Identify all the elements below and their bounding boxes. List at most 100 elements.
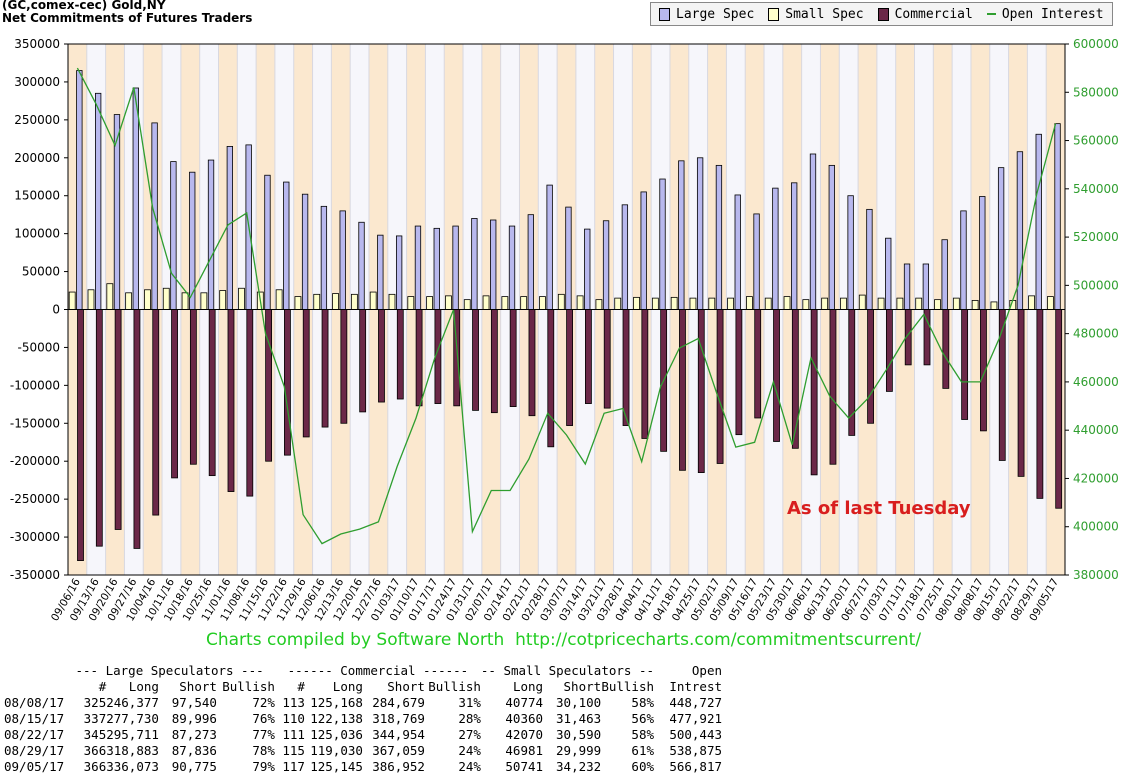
table-cell: Long — [512, 679, 544, 694]
left-axis-tick-label: 350000 — [14, 37, 60, 51]
large-spec-bar — [414, 225, 422, 310]
large-spec-bar — [546, 184, 553, 310]
table-cell: 87,273 — [171, 727, 217, 742]
commercial-bar — [208, 309, 216, 477]
table-cell: 31,463 — [556, 711, 602, 726]
large-spec-bar — [960, 210, 967, 310]
chart-title-line2: Net Commitments of Futures Traders — [2, 11, 253, 25]
small-spec-bar — [162, 287, 170, 310]
small-spec-bar — [971, 299, 979, 310]
cot-table: --- Large Speculators --- ------ Commerci… — [4, 663, 722, 775]
table-row: 08/15/17 337 277,730 89,996 76% 110 122,138 318… — [4, 711, 722, 727]
legend-swatch-small-spec — [768, 7, 780, 21]
small-spec-bar — [294, 296, 302, 310]
table-cell: Bullish — [601, 679, 654, 694]
table-cell: 122,138 — [310, 711, 363, 726]
table-group-header-cell: ------ Commercial ------ — [287, 663, 469, 678]
table-cell: 24% — [458, 743, 481, 758]
table-group-header: --- Large Speculators --- ------ Commerci… — [4, 663, 722, 679]
table-cell — [4, 679, 64, 695]
commercial-bar — [77, 309, 84, 561]
left-axis-tick-label: 300000 — [14, 75, 60, 89]
right-axis-tick-label: 560000 — [1073, 134, 1119, 148]
small-spec-bar — [821, 297, 829, 310]
large-spec-bar — [1035, 133, 1042, 310]
bar-series — [68, 70, 1063, 561]
large-spec-bar — [339, 210, 346, 310]
credit-line: Charts compiled by Software North http:/… — [206, 630, 922, 650]
cot-chart: -350000 -300000 -250000 -200000 -150000 -1000… — [10, 37, 1119, 623]
table-cell: 58% — [631, 695, 654, 710]
table-cell: 344,954 — [372, 727, 425, 742]
large-spec-bar — [885, 237, 892, 310]
commercial-bar — [302, 309, 310, 438]
table-cell: 113 — [282, 695, 305, 710]
small-spec-bar — [313, 293, 321, 310]
left-axis-tick-label: -50000 — [17, 340, 60, 354]
table-cell: 46981 — [505, 743, 544, 758]
small-spec-bar — [350, 293, 358, 310]
large-spec-bar — [320, 205, 328, 310]
table-cell: 500,443 — [669, 727, 722, 742]
small-spec-bar — [1028, 295, 1035, 310]
table-cell: 78% — [252, 743, 275, 758]
commercial-bar — [509, 309, 517, 407]
small-spec-bar — [238, 287, 245, 310]
right-axis-tick-label: 460000 — [1073, 375, 1119, 389]
commercial-bar — [114, 309, 122, 530]
large-spec-bar — [809, 153, 817, 310]
commercial-bar — [189, 309, 197, 465]
table-cell: 89,996 — [171, 711, 217, 726]
left-axis-tick-label: -250000 — [10, 492, 60, 506]
table-cell: 79% — [252, 759, 275, 774]
large-spec-bar — [76, 70, 83, 310]
table-cell: 40774 — [505, 695, 544, 710]
small-spec-bar — [727, 297, 734, 310]
table-group-header-cell: Open — [691, 663, 722, 678]
large-spec-bar — [678, 160, 685, 310]
table-cell: 119,030 — [310, 743, 363, 758]
legend-swatch-commercial — [877, 7, 889, 21]
right-axis-tick-label: 500000 — [1073, 278, 1119, 292]
small-spec-bar — [934, 299, 941, 310]
legend-item-commercial: Commercial — [877, 6, 973, 22]
large-spec-bar — [471, 218, 478, 310]
small-spec-bar — [689, 297, 697, 310]
table-cell: 58% — [631, 727, 654, 742]
commercial-bar — [566, 309, 573, 426]
table-cell: 76% — [252, 711, 275, 726]
legend-label-commercial: Commercial — [894, 6, 973, 22]
table-cell: 27% — [458, 727, 481, 742]
commercial-bar — [246, 309, 254, 497]
small-spec-bar — [576, 295, 584, 310]
commercial-bar — [1017, 309, 1025, 477]
legend-item-large-spec: Large Spec — [659, 7, 754, 22]
small-spec-bar — [68, 291, 76, 310]
large-spec-bar — [659, 178, 666, 310]
table-cell: 110 — [282, 711, 305, 726]
small-spec-bar — [181, 292, 189, 310]
small-spec-bar — [746, 296, 753, 310]
small-spec-bar — [952, 297, 960, 310]
table-cell: 90,775 — [171, 759, 217, 774]
small-spec-bar — [915, 297, 923, 310]
small-spec-bar — [858, 294, 866, 310]
commercial-bar — [359, 309, 367, 413]
large-spec-bar — [395, 235, 403, 310]
chart-title-line1: (GC,comex-cec) Gold,NY — [2, 0, 166, 12]
small-spec-bar — [877, 297, 885, 310]
right-axis-tick-label: 520000 — [1073, 230, 1119, 244]
small-spec-bar — [783, 296, 791, 310]
table-group-header-cell: -- Small Speculators -- — [480, 663, 654, 678]
table-cell: # — [98, 679, 107, 694]
legend-swatch-large-spec — [659, 7, 670, 21]
large-spec-bar — [452, 225, 459, 310]
left-axis-tick-label: 0 — [52, 303, 60, 317]
small-spec-bar — [670, 296, 678, 310]
table-cell: 50741 — [505, 759, 544, 774]
table-cell: 538,875 — [669, 743, 722, 758]
right-axis-tick-label: 420000 — [1073, 471, 1119, 485]
commercial-bar — [735, 309, 743, 436]
commercial-bar — [829, 309, 837, 465]
small-spec-bar — [557, 293, 565, 310]
